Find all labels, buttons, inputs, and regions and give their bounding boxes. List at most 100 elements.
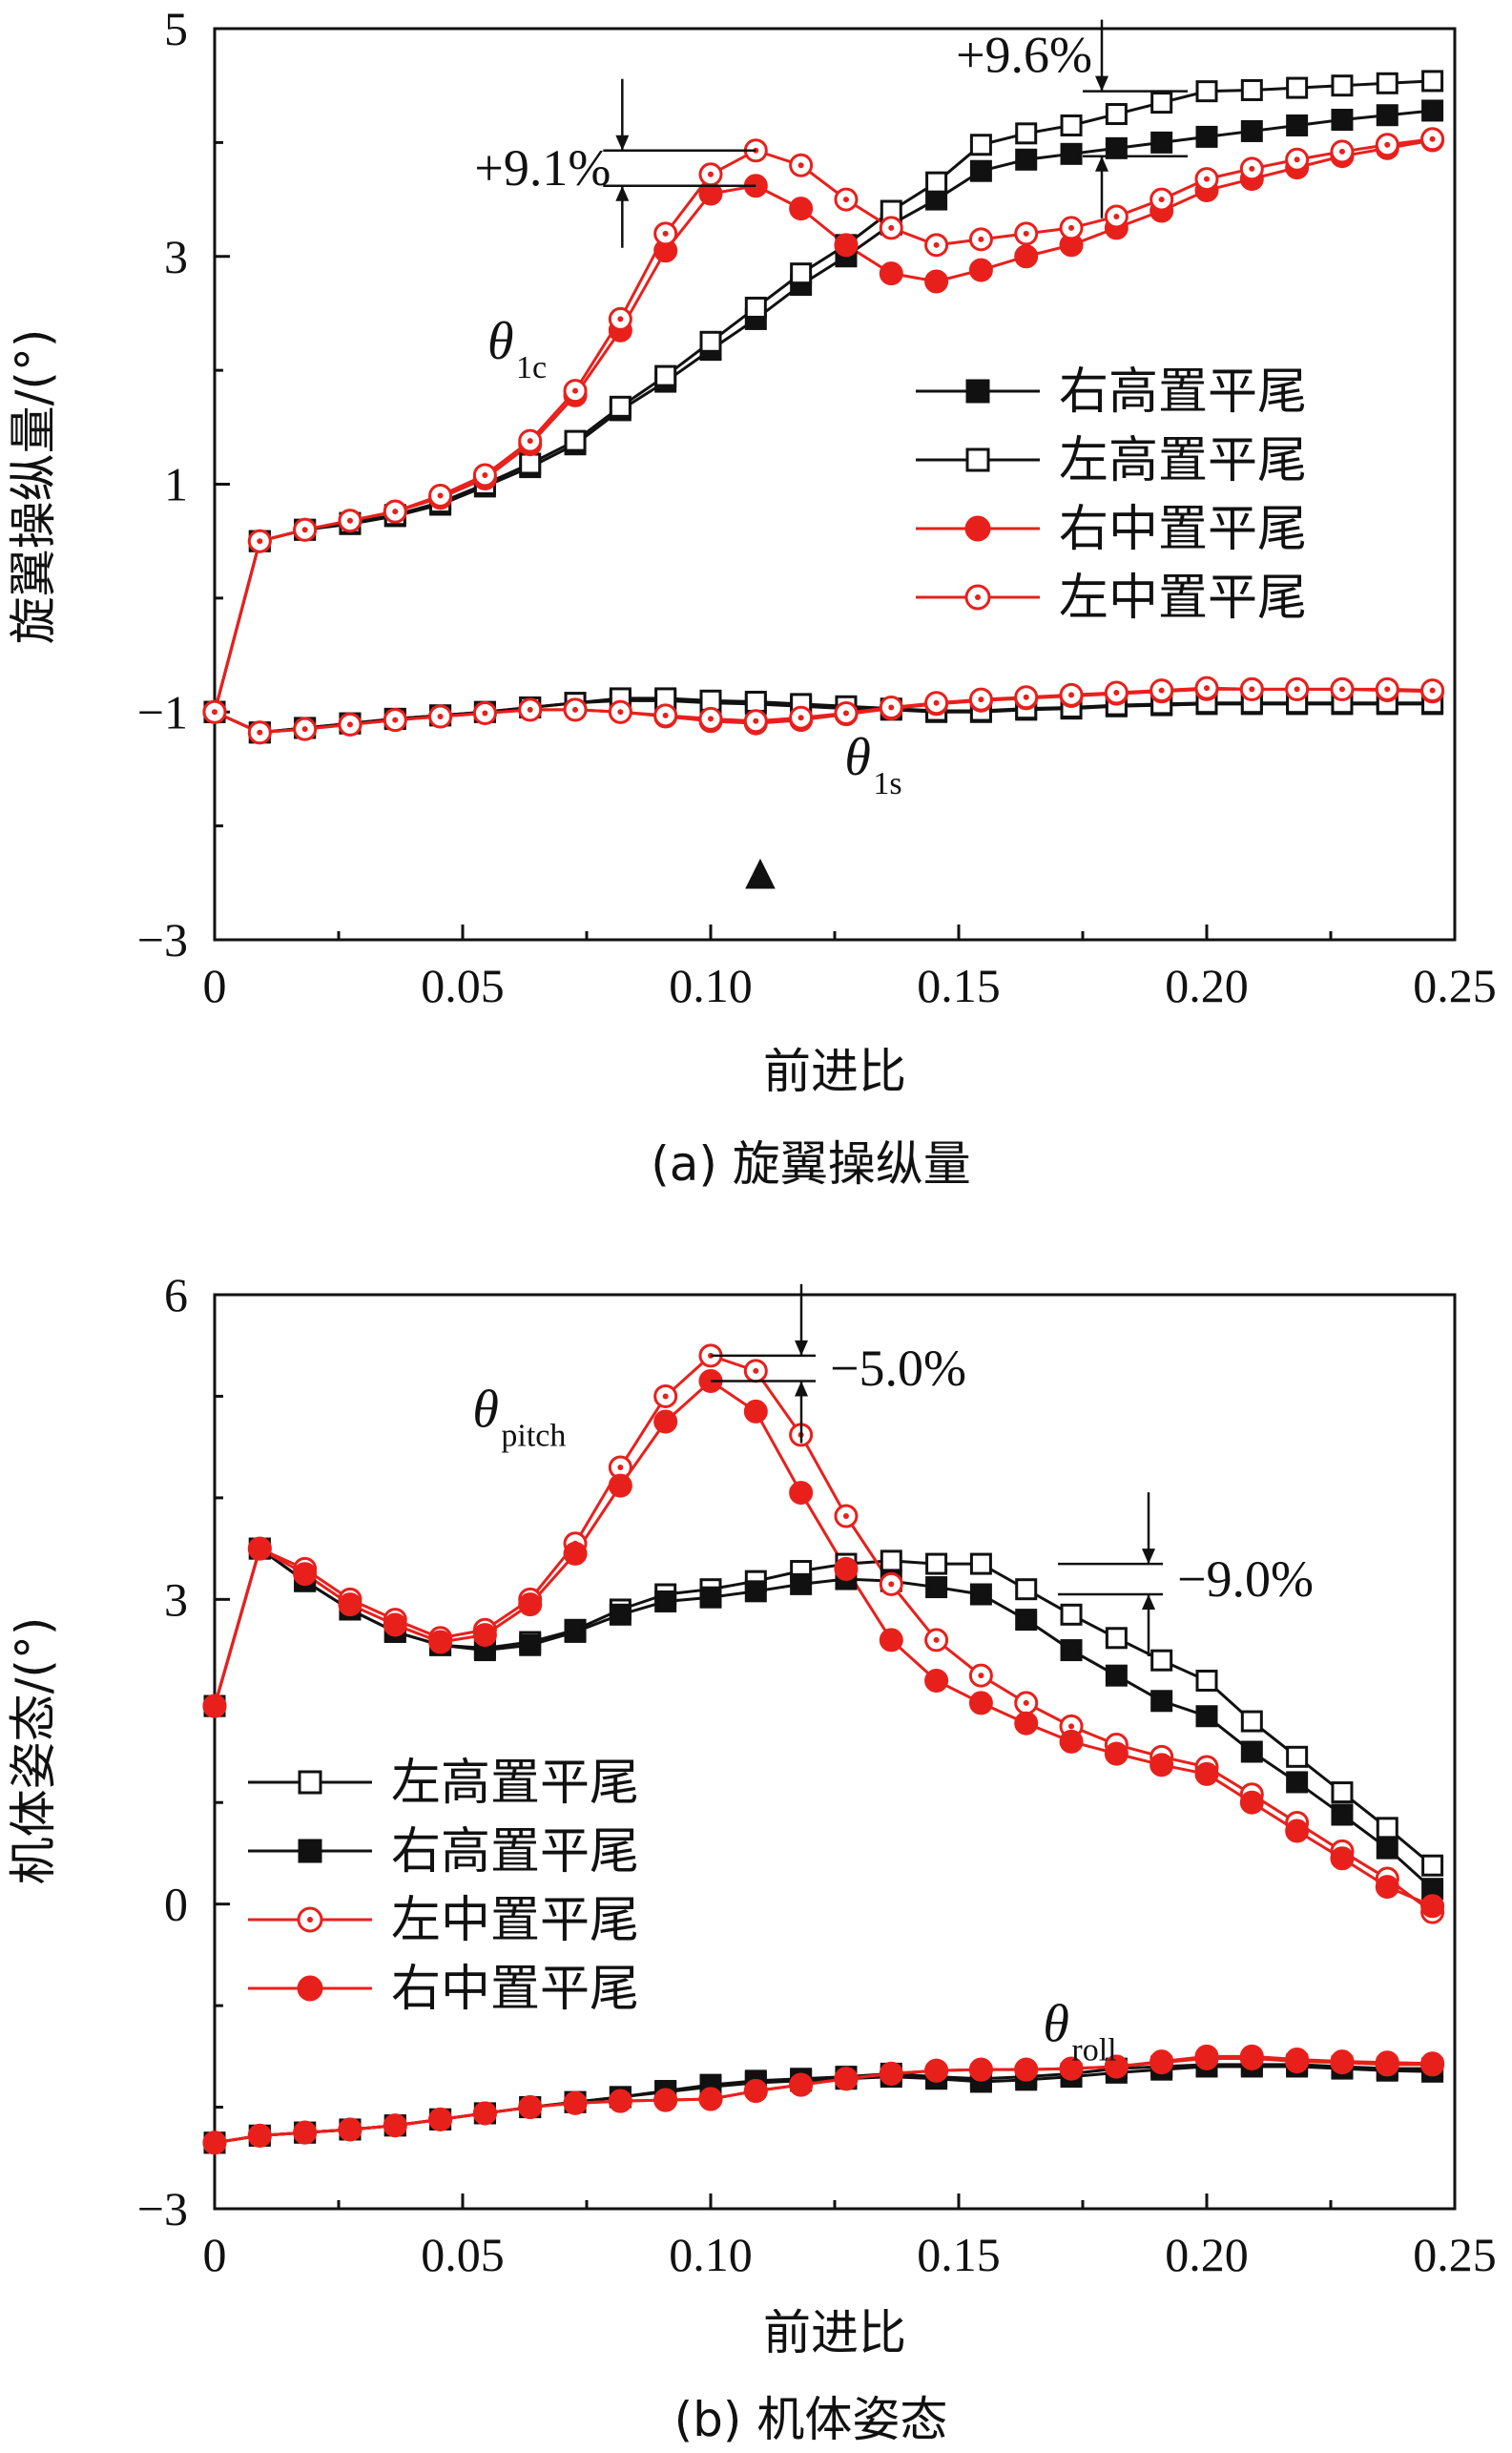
panel-b-point-θpitch-1	[1240, 1740, 1263, 1763]
panel-b-annotation-subscript: roll	[1071, 2032, 1116, 2068]
panel-b-point-θpitch-1	[609, 1603, 632, 1626]
panel-a-point-θ1c-3-dot	[1023, 230, 1029, 237]
panel-b-point-θroll-7	[293, 2120, 318, 2145]
panel-a-point-θ1c-3-dot	[1158, 197, 1165, 203]
panel-a-ytick-label: −1	[137, 685, 188, 738]
panel-a-point-θ1c-0	[1240, 119, 1263, 142]
panel-b-point-θpitch-3	[743, 1399, 768, 1424]
panel-a-point-θ1s-7-dot	[301, 726, 308, 733]
panel-b-legend-marker	[297, 1975, 323, 2002]
panel-b-point-θpitch-3	[1239, 1790, 1264, 1815]
panel-b-point-θpitch-3	[518, 1592, 543, 1617]
panel-a-point-θ1c-0	[1421, 99, 1444, 122]
panel-b-annotation-subscript: pitch	[501, 1418, 566, 1453]
panel-b-annotation-label: −5.0%	[830, 1340, 966, 1397]
panel-a-point-θ1c-2	[834, 233, 859, 258]
panel-a-point-θ1c-2	[968, 258, 993, 282]
panel-a-annotations: +9.1%+9.6%θ 1cθ 1s▲	[474, 19, 1188, 900]
panel-a-point-θ1s-7-dot	[797, 715, 804, 721]
panel-b-point-θpitch-1	[654, 1590, 677, 1612]
panel-b-legend-label: 右中置平尾	[391, 1961, 639, 2018]
panel-b-point-θpitch-2-dot	[1068, 1723, 1075, 1730]
panel-b-point-θpitch-0	[1421, 1854, 1444, 1877]
panel-a-ytick-label: 1	[164, 458, 188, 511]
panel-a-legend-marker	[965, 379, 990, 404]
panel-a-point-θ1s-7-dot	[1068, 692, 1075, 698]
panel-a-legend-label: 右中置平尾	[1059, 501, 1307, 558]
panel-a-point-θ1c-1	[609, 395, 632, 418]
panel-a-point-θ1c-3-dot	[301, 527, 308, 533]
panel-b-point-θpitch-3	[1014, 1711, 1039, 1736]
panel-a-legend-label: 右高置平尾	[1059, 364, 1307, 421]
panel-b-annotation-label: −9.0%	[1177, 1550, 1314, 1608]
panel-a-point-θ1c-2	[924, 269, 949, 294]
panel-b-point-θroll-7	[1104, 2054, 1129, 2079]
panel-b-legend-marker	[298, 1770, 322, 1795]
panel-b-series-line-θpitch-3	[213, 1379, 1434, 1908]
panel-a-series-line-θ1c-1	[213, 79, 1433, 713]
panel-a-point-θ1s-7-dot	[257, 729, 263, 736]
panel-a-point-θ1s-7-dot	[1158, 687, 1165, 694]
panel-a-point-θ1c-3-dot	[392, 509, 399, 515]
panel-b-point-θpitch-0	[1331, 1781, 1354, 1804]
panel-b-point-θroll-7	[834, 2067, 859, 2091]
panel-a-point-θ1s-7-dot	[978, 696, 984, 703]
panel-a-point-θ1c-1	[1195, 80, 1218, 103]
panel-b-ylabel: 机体姿态/(°)	[6, 1617, 61, 1885]
panel-b-point-θpitch-0	[1015, 1578, 1038, 1601]
panel-b-point-θpitch-2-dot	[662, 1393, 669, 1400]
panel-b-annotation-arrowhead	[1142, 1594, 1155, 1611]
panel-b-point-θpitch-1	[969, 1583, 992, 1606]
panel-a-point-θ1c-2	[879, 261, 903, 286]
panel-a-annotation-label: +9.1%	[474, 139, 611, 197]
panel-b-point-θpitch-0	[880, 1549, 902, 1572]
panel-b-point-θpitch-1	[925, 1576, 948, 1599]
panel-b-legend-label: 左高置平尾	[391, 1755, 639, 1812]
panel-b-point-θroll-7	[1375, 2050, 1399, 2075]
panel-a-xlabel: 前进比	[763, 1044, 906, 1099]
panel-a-point-θ1c-1	[654, 364, 677, 387]
panel-b-ytick-label: 3	[164, 1572, 188, 1626]
panel-b-point-θroll-7	[383, 2113, 407, 2138]
panel-b-point-θroll-7	[1330, 2049, 1355, 2074]
panel-b-point-θroll-7	[1285, 2048, 1310, 2072]
panel-b-xtick-label: 0	[203, 2228, 227, 2281]
panel-b-annotation-arrowhead	[795, 1381, 808, 1397]
panel-b-point-θpitch-3	[653, 1409, 678, 1434]
panel-a-annotation-subscript: 1c	[516, 350, 547, 385]
panel-a-point-θ1c-3-dot	[708, 171, 714, 177]
panel-b-point-θroll-7	[743, 2079, 768, 2104]
panel-b-point-θroll-7	[789, 2072, 814, 2097]
panel-a-series-line-θ1s-7	[214, 686, 1433, 735]
panel-b-point-θroll-7	[1420, 2051, 1445, 2076]
panel-b-point-θroll-7	[202, 2131, 227, 2155]
panel-b-series-line-θroll-7	[214, 2054, 1433, 2145]
panel-b-point-θpitch-0	[1195, 1669, 1218, 1692]
panel-b-point-θroll-7	[1194, 2044, 1219, 2068]
panel-a-point-θ1c-3-dot	[1249, 165, 1255, 172]
panel-b-point-θpitch-3	[924, 1668, 949, 1693]
panel-a-point-θ1c-2	[789, 197, 814, 221]
panel-a-point-θ1c-0	[1150, 131, 1173, 154]
panel-a-annotation-arrowhead	[615, 135, 630, 151]
panel-b-point-θpitch-1	[519, 1633, 542, 1656]
panel-b-point-θpitch-2-dot	[888, 1581, 895, 1588]
panel-a-series	[202, 70, 1445, 745]
panel-b-xtick-label: 0.25	[1413, 2228, 1497, 2281]
panel-b-xlabel: 前进比	[763, 2305, 906, 2360]
panel-a-point-θ1s-7-dot	[392, 717, 399, 723]
panel-b-legend-label: 左中置平尾	[391, 1892, 639, 1949]
panel-a-annotation-symbol: θ	[844, 728, 871, 787]
panel-a-point-θ1s-7-dot	[1384, 686, 1391, 693]
panel-a-point-θ1c-1	[744, 296, 767, 319]
panel-b-point-θroll-7	[1014, 2057, 1039, 2082]
panel-a-point-θ1c-3-dot	[888, 224, 895, 231]
panel-a-point-θ1s-7-dot	[1249, 686, 1255, 693]
panel-b-point-θpitch-0	[1240, 1710, 1263, 1733]
panel-a-annotation-arrowhead	[1095, 156, 1108, 172]
panel-a-point-θ1s-7-dot	[1338, 686, 1345, 693]
panel-a-point-θ1s-7-dot	[1429, 687, 1436, 694]
